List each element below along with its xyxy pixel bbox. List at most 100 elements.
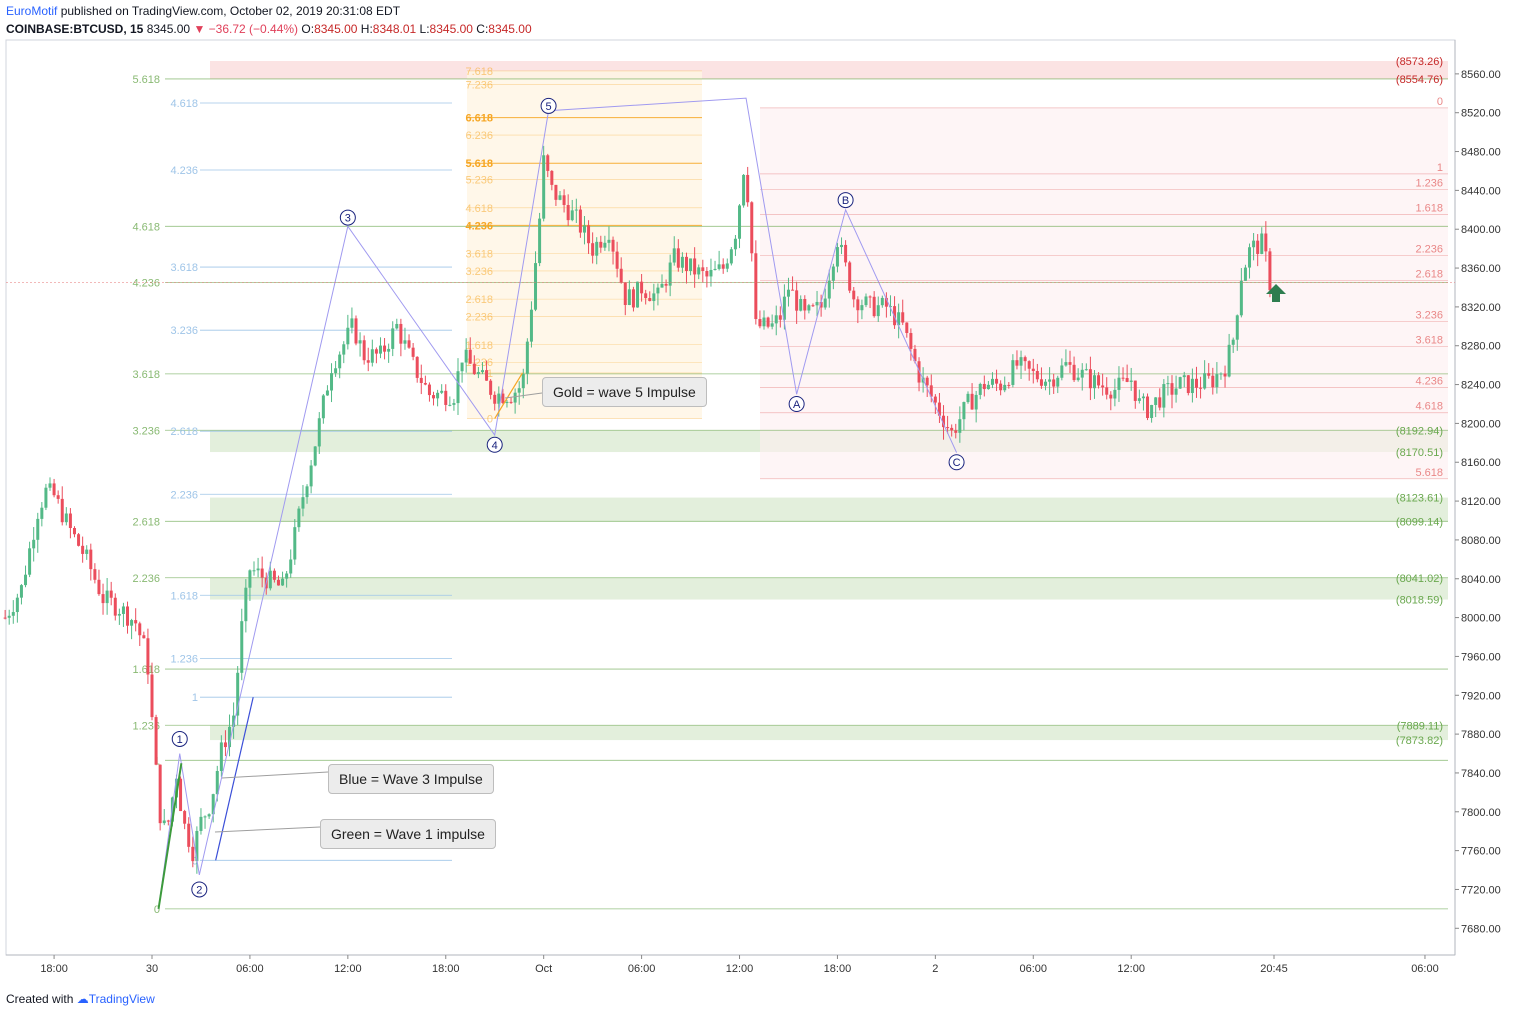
candle-body bbox=[121, 606, 125, 614]
candle-body bbox=[913, 348, 917, 362]
candle-body bbox=[848, 262, 852, 291]
candle-body bbox=[1052, 379, 1056, 387]
candle-body bbox=[342, 344, 346, 355]
created-with-text: Created with bbox=[6, 992, 74, 1006]
candle-body bbox=[105, 590, 109, 604]
high-label: H: bbox=[360, 22, 373, 36]
candle-body bbox=[460, 362, 464, 372]
candle-body bbox=[799, 298, 803, 311]
wave-label-circle bbox=[837, 192, 854, 209]
candle-body bbox=[427, 384, 431, 396]
candle-body bbox=[574, 209, 578, 211]
candle-body bbox=[138, 623, 142, 636]
candle-body bbox=[648, 298, 652, 302]
low-value: 8345.00 bbox=[429, 22, 473, 36]
tradingview-brand[interactable]: TradingView bbox=[88, 992, 155, 1006]
candle-body bbox=[19, 585, 23, 598]
candle-body bbox=[754, 253, 758, 320]
time-tick-label: 06:00 bbox=[236, 963, 264, 975]
candle-body bbox=[958, 419, 962, 433]
candle-body bbox=[452, 403, 456, 405]
candle-body bbox=[399, 323, 403, 344]
candle-body bbox=[236, 672, 240, 716]
candle-body bbox=[158, 764, 162, 824]
fib-zone bbox=[210, 577, 1448, 600]
publish-info: EuroMotif published on TradingView.com, … bbox=[6, 4, 400, 18]
candle-body bbox=[1129, 380, 1133, 382]
gold-fib-label: 2.618 bbox=[465, 294, 493, 306]
wave-label-circle bbox=[171, 730, 188, 747]
candle-body bbox=[44, 487, 48, 508]
green-callout: Green = Wave 1 impulse bbox=[320, 819, 496, 849]
candle-body bbox=[415, 356, 419, 378]
candle-body bbox=[36, 518, 40, 540]
time-tick-label: 18:00 bbox=[824, 963, 852, 975]
red-fib-label: 2.618 bbox=[1415, 269, 1443, 281]
candle-body bbox=[538, 218, 542, 264]
candle-body bbox=[423, 382, 427, 385]
price-tick-label: 8560.00 bbox=[1461, 69, 1501, 81]
time-tick-label: 30 bbox=[146, 963, 158, 975]
candle-body bbox=[456, 371, 460, 404]
red-fib-label: 3.236 bbox=[1415, 309, 1443, 321]
candle-body bbox=[925, 377, 929, 386]
candle-body bbox=[24, 574, 28, 586]
candle-body bbox=[1084, 369, 1088, 371]
candle-body bbox=[872, 296, 876, 317]
candle-body bbox=[309, 465, 313, 487]
candle-body bbox=[582, 225, 586, 233]
candle-body bbox=[1023, 357, 1027, 362]
candle-body bbox=[1060, 365, 1064, 378]
candle-body bbox=[746, 174, 750, 203]
candle-body bbox=[448, 404, 452, 406]
candle-body bbox=[281, 578, 285, 586]
wave-label-circle bbox=[191, 881, 208, 898]
red-fib-label: 1 bbox=[1437, 162, 1443, 174]
candle-body bbox=[1048, 379, 1052, 382]
candle-body bbox=[999, 383, 1003, 391]
candle-body bbox=[362, 340, 366, 361]
candle-body bbox=[668, 262, 672, 286]
high-value: 8348.01 bbox=[372, 22, 417, 36]
candle-body bbox=[211, 794, 215, 815]
candle-body bbox=[366, 360, 370, 363]
gold-callout: Gold = wave 5 Impulse bbox=[542, 377, 707, 407]
candle-body bbox=[660, 283, 664, 288]
candle-body bbox=[436, 392, 440, 399]
candle-body bbox=[603, 242, 607, 248]
candle-body bbox=[346, 327, 350, 345]
candle-body bbox=[387, 348, 391, 352]
candle-body bbox=[179, 778, 183, 812]
blue-callout: Blue = Wave 3 Impulse bbox=[328, 764, 494, 794]
candle-body bbox=[697, 267, 701, 275]
candle-body bbox=[1264, 233, 1268, 252]
candle-body bbox=[130, 620, 134, 626]
price-tick-label: 7880.00 bbox=[1461, 729, 1501, 741]
candle-body bbox=[554, 184, 558, 200]
author-link[interactable]: EuroMotif bbox=[6, 4, 58, 18]
candle-body bbox=[305, 486, 309, 498]
candle-body bbox=[1092, 375, 1096, 389]
candle-body bbox=[856, 299, 860, 311]
candle-body bbox=[905, 322, 909, 334]
candle-body bbox=[64, 513, 68, 523]
candle-body bbox=[68, 513, 72, 529]
candle-body bbox=[611, 239, 615, 252]
red-fib-box bbox=[760, 107, 1448, 479]
candle-body bbox=[154, 717, 158, 765]
candle-body bbox=[374, 349, 378, 354]
candle-body bbox=[1109, 394, 1113, 399]
candle-body bbox=[880, 297, 884, 306]
gold-fib-label: 5.618 bbox=[465, 158, 493, 170]
blue-fib-label: 1.236 bbox=[170, 653, 198, 665]
candle-body bbox=[276, 579, 280, 586]
candle-body bbox=[664, 283, 668, 286]
candle-body bbox=[1162, 384, 1166, 408]
wave-label-circle bbox=[339, 209, 356, 226]
candle-body bbox=[52, 483, 56, 496]
candle-body bbox=[293, 527, 297, 560]
fib-zone bbox=[210, 60, 1448, 79]
candle-body bbox=[995, 378, 999, 384]
candle-body bbox=[203, 816, 207, 818]
